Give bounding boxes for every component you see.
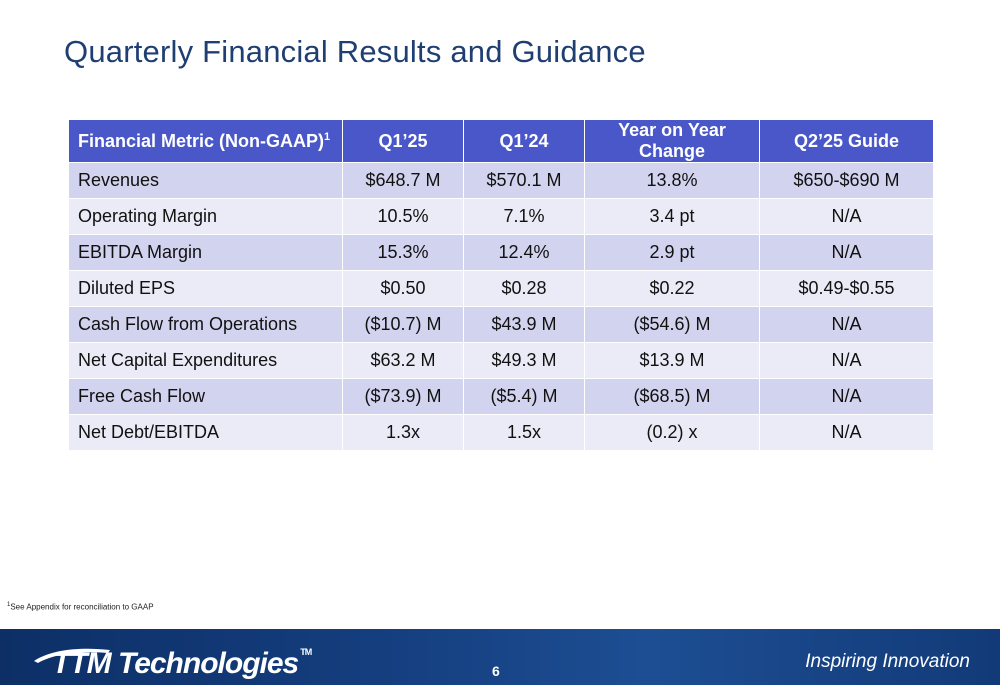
table-row: Net Debt/EBITDA 1.3x 1.5x (0.2) x N/A [68,414,934,451]
q2-guide-cell: N/A [759,378,934,415]
table-header-row: Financial Metric (Non-GAAP)1 Q1’25 Q1’24… [68,119,934,163]
q2-guide-cell: $650-$690 M [759,162,934,199]
yoy-cell: 2.9 pt [584,234,760,271]
q1-25-cell: $63.2 M [342,342,464,379]
table-row: Diluted EPS $0.50 $0.28 $0.22 $0.49-$0.5… [68,270,934,307]
metric-cell: Net Capital Expenditures [68,342,343,379]
tagline: Inspiring Innovation [805,651,970,672]
metric-cell: EBITDA Margin [68,234,343,271]
table-row: Cash Flow from Operations ($10.7) M $43.… [68,306,934,343]
header-q2-25-guide: Q2’25 Guide [759,119,934,163]
yoy-cell: $13.9 M [584,342,760,379]
metric-cell: Diluted EPS [68,270,343,307]
yoy-cell: 13.8% [584,162,760,199]
metric-cell: Free Cash Flow [68,378,343,415]
q1-24-cell: ($5.4) M [463,378,585,415]
footnote-text: See Appendix for reconciliation to GAAP [10,602,154,612]
yoy-cell: ($68.5) M [584,378,760,415]
table-row: Net Capital Expenditures $63.2 M $49.3 M… [68,342,934,379]
q1-24-cell: $570.1 M [463,162,585,199]
header-financial-metric: Financial Metric (Non-GAAP)1 [68,119,343,163]
q1-25-cell: 1.3x [342,414,464,451]
footnote: 1See Appendix for reconciliation to GAAP [7,602,154,612]
table-row: EBITDA Margin 15.3% 12.4% 2.9 pt N/A [68,234,934,271]
q1-25-cell: 10.5% [342,198,464,235]
q1-25-cell: $648.7 M [342,162,464,199]
footnote-number: 1 [7,602,11,608]
q1-24-cell: 1.5x [463,414,585,451]
metric-cell: Net Debt/EBITDA [68,414,343,451]
footer-bar: TTM Technologies TM 6 Inspiring Innovatio… [0,629,1000,685]
trademark-mark: TM [300,647,312,657]
q2-guide-cell: N/A [759,198,934,235]
table-row: Free Cash Flow ($73.9) M ($5.4) M ($68.5… [68,378,934,415]
q2-guide-cell: N/A [759,306,934,343]
q1-25-cell: $0.50 [342,270,464,307]
header-q1-24: Q1’24 [463,119,585,163]
metric-cell: Revenues [68,162,343,199]
yoy-cell: $0.22 [584,270,760,307]
q1-25-cell: ($10.7) M [342,306,464,343]
q1-24-cell: $43.9 M [463,306,585,343]
q2-guide-cell: N/A [759,234,934,271]
q1-25-cell: 15.3% [342,234,464,271]
q2-guide-cell: N/A [759,342,934,379]
logo-swoosh-icon [34,648,110,663]
q1-24-cell: 7.1% [463,198,585,235]
q1-24-cell: $49.3 M [463,342,585,379]
metric-cell: Operating Margin [68,198,343,235]
financial-metrics-table: Financial Metric (Non-GAAP)1 Q1’25 Q1’24… [68,119,934,451]
q2-guide-cell: N/A [759,414,934,451]
q1-24-cell: 12.4% [463,234,585,271]
company-logo: TTM Technologies TM [52,647,312,680]
slide-title: Quarterly Financial Results and Guidance [64,34,646,69]
q1-25-cell: ($73.9) M [342,378,464,415]
footnote-marker: 1 [324,130,331,143]
header-q1-25: Q1’25 [342,119,464,163]
header-yoy-change: Year on Year Change [584,119,760,163]
metric-cell: Cash Flow from Operations [68,306,343,343]
yoy-cell: 3.4 pt [584,198,760,235]
yoy-cell: ($54.6) M [584,306,760,343]
q2-guide-cell: $0.49-$0.55 [759,270,934,307]
q1-24-cell: $0.28 [463,270,585,307]
table-row: Revenues $648.7 M $570.1 M 13.8% $650-$6… [68,162,934,199]
table-row: Operating Margin 10.5% 7.1% 3.4 pt N/A [68,198,934,235]
yoy-cell: (0.2) x [584,414,760,451]
page-number: 6 [492,663,500,679]
